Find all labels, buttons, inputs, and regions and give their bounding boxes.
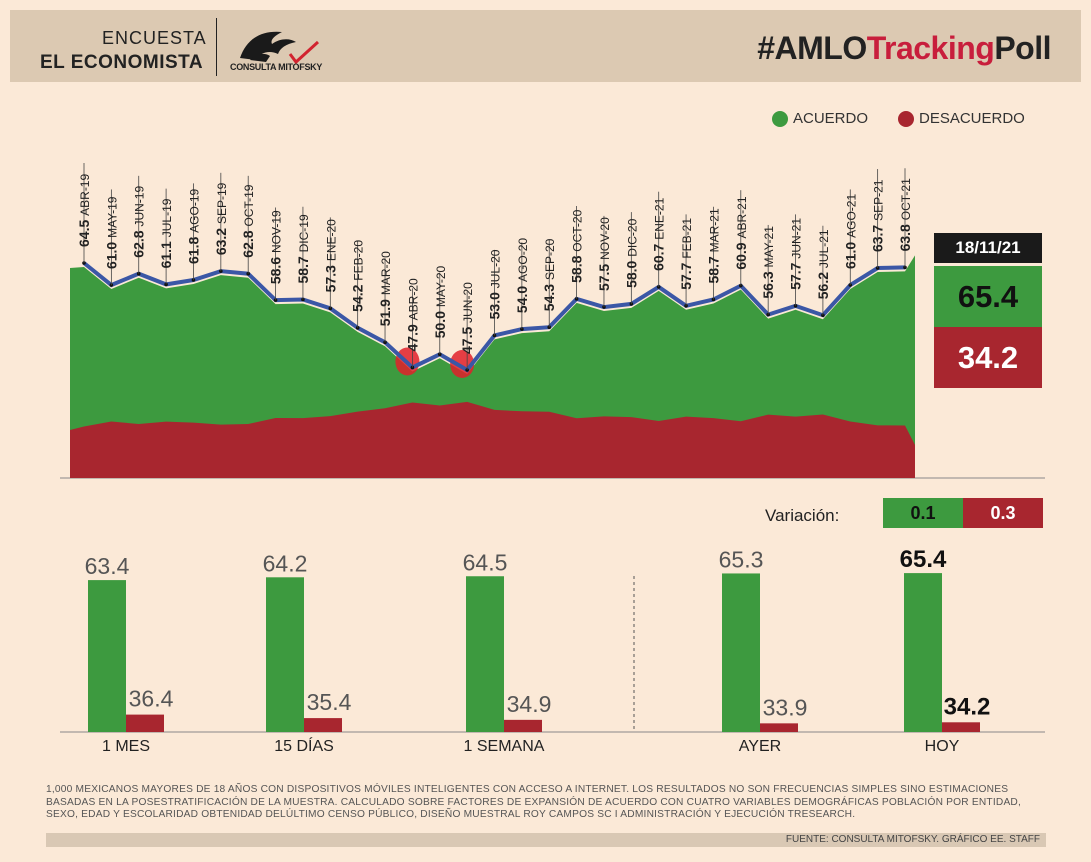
bar-category-label: 1 MES <box>102 738 150 755</box>
trend-label: 57.7 JUN-21 <box>788 218 804 290</box>
current-desacuerdo: 34.2 <box>934 327 1042 388</box>
bar-desacuerdo-label: 34.9 <box>507 691 552 717</box>
trend-label: 54.2 FEB-20 <box>350 240 366 312</box>
approval-point <box>164 282 168 287</box>
source-bar: FUENTE: CONSULTA MITOFSKY. GRÁFICO EE. S… <box>46 833 1046 847</box>
bar-acuerdo-label: 64.2 <box>263 550 308 576</box>
bar-acuerdo-label: 63.4 <box>85 553 130 579</box>
approval-point <box>492 333 497 338</box>
footnote: 1,000 MEXICANOS MAYORES DE 18 AÑOS CON D… <box>46 784 1022 820</box>
source-text: FUENTE: CONSULTA MITOFSKY. GRÁFICO EE. S… <box>785 834 1040 845</box>
header-title-line2: EL ECONOMISTA <box>40 52 204 73</box>
mitofsky-logo-icon <box>240 31 320 65</box>
approval-point <box>191 278 196 282</box>
variation-label: Variación: <box>765 506 840 525</box>
trend-label: 57.3 ENE-20 <box>322 219 338 292</box>
trend-label: 64.5 ABR-19 <box>76 174 92 247</box>
header-divider <box>216 18 217 76</box>
bar-acuerdo <box>466 576 504 732</box>
red-area <box>70 401 915 478</box>
legend-desacuerdo: DESACUERDO <box>898 110 1025 127</box>
approval-point <box>328 306 333 311</box>
bar-desacuerdo <box>760 723 798 732</box>
trend-label: 54.0 AGO-20 <box>514 238 530 313</box>
legend-green-dot-icon <box>772 110 788 127</box>
bar-desacuerdo-label: 33.9 <box>763 694 808 720</box>
approval-point <box>629 302 634 306</box>
hashtag-suffix: Poll <box>994 30 1051 66</box>
trend-label: 58.7 DIC-19 <box>295 214 311 283</box>
trend-label: 62.8 OCT-19 <box>240 184 256 257</box>
bar-acuerdo-label: 65.3 <box>719 546 764 572</box>
trend-label: 54.3 SEP-20 <box>541 238 557 311</box>
trend-label: 57.5 NOV-20 <box>596 217 612 291</box>
trend-label: 58.0 DIC-20 <box>623 218 639 287</box>
approval-point <box>656 285 661 289</box>
current-date: 18/11/21 <box>934 233 1042 263</box>
trend-label: 61.1 JUL-19 <box>158 198 174 268</box>
legend-acuerdo: ACUERDO <box>772 110 868 127</box>
current-acuerdo: 65.4 <box>934 266 1042 327</box>
hashtag-mid: Tracking <box>866 30 995 66</box>
bar-category-label: HOY <box>925 738 960 755</box>
bar-acuerdo-label: 65.4 <box>900 546 947 573</box>
approval-point <box>219 269 223 273</box>
legend-red-dot-icon <box>898 110 914 127</box>
logo-text: CONSULTA MITOFSKY <box>230 62 323 72</box>
bar-desacuerdo-label: 35.4 <box>307 689 352 715</box>
trend-label: 62.8 JUN-19 <box>131 186 147 258</box>
approval-point <box>711 297 716 302</box>
bar-category-label: 15 DÍAS <box>274 736 334 755</box>
approval-point <box>520 327 524 331</box>
variation-desacuerdo: 0.3 <box>963 498 1043 528</box>
bar-chart: 63.4 36.4 1 MES 64.2 35.4 15 DÍAS 64.5 34.9 1 SE… <box>60 546 1045 755</box>
header: ENCUESTA EL ECONOMISTA CONSULTA MITOFSKY… <box>10 10 1081 82</box>
approval-point <box>273 298 278 302</box>
bar-desacuerdo <box>942 722 980 732</box>
trend-label: 60.7 ENE-21 <box>651 197 667 270</box>
bar-desacuerdo <box>126 714 164 732</box>
trend-label: 61.8 AGO-19 <box>185 189 201 264</box>
approval-point <box>301 297 305 302</box>
trend-label: 58.8 OCT-20 <box>569 209 585 282</box>
bar-category-label: AYER <box>739 738 781 755</box>
bar-desacuerdo-label: 36.4 <box>129 686 174 712</box>
hashtag-title: #AMLOTrackingPoll <box>757 30 1051 67</box>
approval-point <box>875 266 880 270</box>
bar-acuerdo <box>722 573 760 732</box>
approval-point <box>383 340 387 345</box>
trend-label: 53.0 JUL-20 <box>487 249 503 319</box>
trend-label: 51.9 MAR-20 <box>377 251 393 326</box>
variation-acuerdo: 0.1 <box>883 498 963 528</box>
bar-desacuerdo <box>504 719 542 732</box>
legend-desacuerdo-label: DESACUERDO <box>919 110 1025 127</box>
hashtag-prefix: #AMLO <box>757 30 867 66</box>
trend-label: 63.2 SEP-19 <box>213 182 229 255</box>
trend-label: 58.6 NOV-19 <box>268 210 284 284</box>
trend-label: 47.5 JUN-20 <box>459 282 475 354</box>
bar-acuerdo <box>88 580 126 732</box>
trend-label: 47.9 ABR-20 <box>404 278 420 351</box>
trend-chart: 64.5 ABR-19 61.0 MAY-19 62.8 JUN-19 61.1 JU… <box>60 163 1045 479</box>
bar-acuerdo <box>904 573 942 732</box>
bar-category-label: 1 SEMANA <box>464 738 545 755</box>
trend-label: 61.0 AGO-21 <box>842 194 858 269</box>
bar-acuerdo <box>266 577 304 732</box>
approval-point <box>821 313 825 318</box>
trend-label: 58.7 MAR-21 <box>705 208 721 283</box>
legend-acuerdo-label: ACUERDO <box>793 110 869 127</box>
bar-desacuerdo <box>304 718 342 732</box>
trend-label: 63.7 SEP-21 <box>870 179 886 252</box>
trend-label: 57.7 FEB-21 <box>678 218 694 290</box>
header-title-line1: ENCUESTA <box>102 28 207 48</box>
trend-label: 60.9 ABR-21 <box>733 196 749 269</box>
bar-desacuerdo-label: 34.2 <box>944 693 991 720</box>
trend-label: 63.8 OCT-21 <box>897 178 913 251</box>
trend-label: 61.0 MAY-19 <box>103 196 119 269</box>
trend-label: 56.3 MAY-21 <box>760 226 776 299</box>
trend-label: 56.2 JUL-21 <box>815 229 831 299</box>
trend-label: 50.0 MAY-20 <box>432 265 448 338</box>
bar-acuerdo-label: 64.5 <box>463 549 508 575</box>
